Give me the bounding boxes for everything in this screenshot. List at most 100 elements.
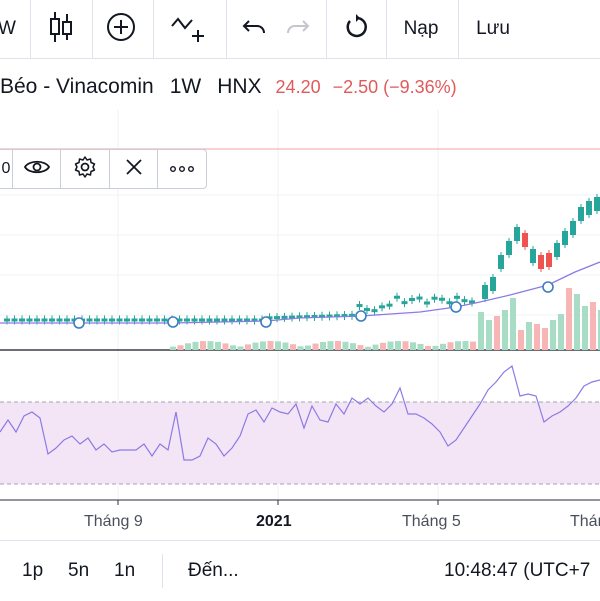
candle-body [498,255,504,269]
volume-bar [237,346,244,350]
volume-bar [417,343,424,350]
candle-body [296,315,303,319]
candle-body [594,197,600,211]
ma-marker [450,301,462,313]
range-1p-button[interactable]: 1p [22,560,44,581]
candle-body [34,318,40,322]
candle-body [482,285,488,299]
time-axis-label: Tháng 5 [402,513,461,530]
candlestick-icon [48,10,74,49]
gear-icon [73,155,97,184]
last-price: 24.20 [275,76,321,97]
candle-body [490,277,496,291]
volume-bar [380,342,386,350]
volume-bar [432,345,439,350]
remove-series-button[interactable] [108,150,158,188]
volume-bar [440,343,446,350]
reset-chart-button[interactable] [338,0,374,58]
candle-body [454,295,460,299]
range-1n-button[interactable]: 1n [114,560,136,581]
symbol-name: Béo - Vinacomin [0,75,154,98]
candle-body [184,318,190,322]
chart-type-button[interactable] [44,0,78,58]
series-controls-partial: 0 [0,150,12,188]
ma-marker [167,316,179,328]
undo-button[interactable] [238,0,270,58]
volume-bar [350,343,356,350]
candle-body [570,221,576,235]
close-icon [124,157,144,182]
candle-body [319,314,325,318]
range-5n-button[interactable]: 5n [68,560,90,581]
symbol-exchange: HNX [217,75,262,98]
candle-body [514,227,520,241]
candle-body [326,314,333,318]
more-dots-icon [169,160,195,178]
toolbar-divider [153,0,154,58]
series-controls-partial-text: 0 [1,160,11,177]
volume-bar [290,344,296,350]
symbol-legend[interactable]: Béo - Vinacomin 1W HNX 24.20 −2.50 (−9.3… [0,72,457,102]
volume-bar [502,310,508,350]
candle-body [409,297,415,301]
candle-body [356,304,363,308]
candle-body [124,318,130,322]
volume-bar [192,341,199,350]
volume-bar [185,343,191,350]
candle-body [154,318,160,322]
candle-body [554,243,560,257]
save-layout-button[interactable]: Lưu [466,0,520,58]
volume-bar [478,312,484,350]
series-controls: 0 [0,149,207,189]
candle-body [586,201,592,215]
candle-body [116,318,123,322]
volume-bar [207,341,214,350]
indicators-button[interactable] [166,0,212,58]
volume-bar [170,346,176,350]
volume-bar [320,342,326,350]
redo-icon [284,13,312,46]
volume-bar [245,344,251,350]
interval-button[interactable]: W [0,0,16,58]
volume-bar [275,341,281,350]
load-layout-label: Nạp [403,18,439,39]
candle-body [4,318,10,322]
volume-bar [558,314,564,350]
volume-bar [357,345,364,350]
price-chart[interactable] [0,105,600,535]
candle-body [86,318,93,322]
candle-body [530,249,536,263]
volume-bar [470,341,476,350]
symbol-interval: 1W [169,75,202,98]
volume-bar [327,341,334,350]
go-to-date-button[interactable]: Đến... [188,560,239,581]
candle-body [236,318,243,322]
indicators-icon [169,10,209,49]
volume-bar [582,306,588,350]
clock-timezone[interactable]: 10:48:47 (UTC+7 [444,560,591,581]
candle-body [349,313,355,317]
volume-bar [395,341,401,350]
candle-body [26,318,33,322]
volume-bar [534,324,540,350]
load-layout-button[interactable]: Nạp [394,0,448,58]
top-toolbar: W [0,0,600,59]
volume-bar [518,330,524,350]
candle-body [289,315,295,319]
candle-body [251,318,258,322]
series-settings-button[interactable] [60,150,109,188]
more-options-button[interactable] [157,150,206,188]
volume-bar [215,341,221,350]
redo-button[interactable] [282,0,314,58]
time-axis-label: Tháng 9 [84,513,143,530]
volume-bar [372,344,379,350]
volume-bar [365,346,371,350]
candle-body [439,297,445,301]
bottom-divider [162,554,163,588]
toggle-visibility-button[interactable] [11,150,61,188]
candle-body [274,316,280,320]
compare-symbol-button[interactable] [100,0,142,58]
volume-bar [410,342,416,350]
volume-bar [455,341,461,350]
candle-body [416,296,423,300]
